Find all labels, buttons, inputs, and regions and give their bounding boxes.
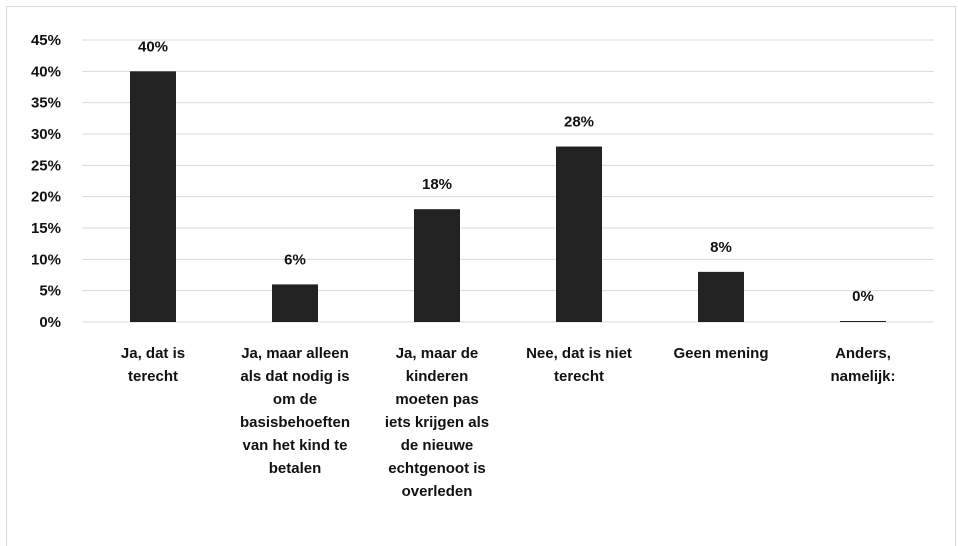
y-tick-label: 10% (31, 251, 61, 268)
y-tick-label: 0% (39, 314, 61, 331)
y-tick-label: 25% (31, 157, 61, 174)
x-tick-label-line: de nieuwe (400, 437, 474, 454)
x-tick-label: Anders, namelijk: (793, 342, 933, 388)
x-tick-label-line: echtgenoot is (388, 460, 486, 477)
y-tick-label: 30% (31, 126, 61, 143)
y-tick-label: 40% (31, 63, 61, 80)
data-label: 8% (710, 239, 732, 256)
x-tick-label: Ja, dat is terecht (83, 342, 223, 388)
x-tick-label-line: Ja, dat is (120, 345, 186, 362)
x-tick-label-line: betalen (268, 460, 322, 477)
x-tick-label-line: moeten pas (395, 391, 479, 408)
x-tick-label-line: kinderen (405, 368, 469, 385)
bar (414, 209, 460, 322)
x-tick-label-line: Anders, (835, 345, 891, 362)
gridlines (82, 39, 934, 323)
y-tick-label: 15% (31, 220, 61, 237)
x-tick-label-line: overleden (401, 483, 473, 500)
x-tick-label-line: als dat nodig is (240, 368, 350, 385)
y-tick-label: 45% (31, 32, 61, 49)
x-tick-label: Nee, dat is niet terecht (509, 342, 649, 388)
data-label: 28% (564, 114, 594, 131)
x-tick-label-line: terecht (127, 368, 179, 385)
bar (556, 146, 602, 322)
x-tick-label-line: Ja, maar de (395, 345, 479, 362)
x-tick-label-line: basisbehoeften (239, 414, 351, 431)
bar (272, 284, 318, 322)
x-tick-label-line: Ja, maar alleen (241, 345, 349, 362)
x-tick-label: Ja, maar de kinderen moeten pas iets krijge… (367, 342, 507, 503)
y-tick-label: 35% (31, 95, 61, 112)
data-labels: 40% 6% 18% 28% 8% 0% (138, 38, 874, 305)
x-tick-label: Geen mening (651, 342, 791, 365)
bars (130, 71, 886, 322)
x-tick-label-line: Geen mening (673, 345, 769, 362)
x-tick-label: Ja, maar alleen als dat nodig is om de basi… (225, 342, 365, 480)
x-tick-label-line: namelijk: (830, 368, 896, 385)
bar (130, 71, 176, 322)
x-tick-label-line: Nee, dat is niet (526, 345, 632, 362)
x-tick-label-line: iets krijgen als (384, 414, 490, 431)
data-label: 18% (422, 176, 452, 193)
x-tick-label-line: terecht (553, 368, 605, 385)
x-tick-label-line: om de (272, 391, 318, 408)
chart-frame (6, 6, 956, 546)
bar (840, 321, 886, 322)
y-axis-ticks: 0% 5% 10% 15% 20% 25% 30% 35% 40% 45% (31, 32, 61, 331)
y-tick-label: 20% (31, 189, 61, 206)
data-label: 0% (852, 288, 874, 305)
bar (698, 271, 744, 322)
y-tick-label: 5% (39, 283, 61, 300)
x-tick-label-line: van het kind te (242, 437, 348, 454)
data-label: 6% (284, 251, 306, 268)
data-label: 40% (138, 38, 168, 55)
